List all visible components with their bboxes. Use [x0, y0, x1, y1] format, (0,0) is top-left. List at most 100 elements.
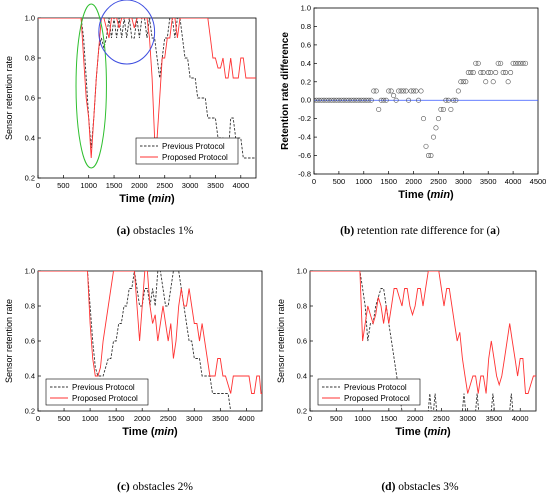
- x-axis-label-unit: min: [430, 189, 450, 201]
- data-point: [520, 60, 526, 66]
- data-point: [450, 97, 456, 103]
- chart-b: 0 500 1000 1500 2000 2500 3000 3500 4000 4500 -0.8…: [280, 4, 547, 202]
- x-tick-label: 4000: [238, 414, 255, 423]
- data-point: [336, 97, 342, 103]
- x-tick-label: 0: [312, 177, 316, 186]
- data-point: [398, 88, 404, 94]
- data-point: [523, 60, 529, 66]
- data-point: [341, 97, 347, 103]
- y-tick-label: 0.2: [25, 174, 35, 183]
- data-point: [510, 60, 516, 66]
- data-point: [383, 97, 389, 103]
- data-point: [316, 97, 322, 103]
- x-tick-label: 3000: [186, 414, 203, 423]
- data-point: [515, 60, 521, 66]
- x-tick-label: 3000: [455, 177, 472, 186]
- chart-c: 0 500 1000 1500 2000 2500 3000 3500 4000 0.2 0.4 0.…: [4, 267, 263, 438]
- data-point: [495, 60, 501, 66]
- x-tick-label: 4500: [530, 177, 547, 186]
- data-point: [416, 97, 422, 103]
- data-point: [353, 97, 359, 103]
- data-point: [363, 97, 369, 103]
- data-point: [318, 97, 324, 103]
- data-point: [483, 79, 489, 85]
- data-point: [488, 70, 494, 76]
- x-tick-label: 500: [57, 181, 70, 190]
- x-axis-label-main: Time (: [398, 189, 431, 201]
- data-point: [321, 97, 327, 103]
- y-tick-label: 0.2: [301, 77, 311, 86]
- x-tick-label: 3500: [486, 414, 503, 423]
- data-point: [453, 97, 459, 103]
- x-tick-label: 3000: [459, 414, 476, 423]
- y-tick-label: 1.0: [25, 267, 35, 276]
- legend-label: Proposed Protocol: [72, 394, 138, 403]
- y-tick-label: 0.6: [301, 40, 311, 49]
- x-tick-label: 1500: [380, 414, 397, 423]
- caption-a: (a) obstacles 1%: [55, 225, 255, 237]
- data-point: [388, 88, 394, 94]
- x-tick-label: 0: [36, 414, 40, 423]
- data-point: [475, 60, 481, 66]
- x-tick-label: 2500: [433, 414, 450, 423]
- annotation-ellipse: [98, 0, 156, 65]
- legend-box: [317, 378, 421, 406]
- y-axis-label: Sensor retention rate: [276, 299, 286, 383]
- x-tick-label: 2000: [405, 177, 422, 186]
- x-axis-label: Time (min): [395, 426, 451, 438]
- data-point: [473, 60, 479, 66]
- data-point: [508, 70, 514, 76]
- data-point: [455, 88, 461, 94]
- data-point: [411, 88, 417, 94]
- data-point: [518, 60, 524, 66]
- x-axis-label-main: Time (: [119, 193, 152, 205]
- annotation-ellipse: [75, 3, 107, 169]
- x-tick-label: 1500: [380, 177, 397, 186]
- y-tick-label: 0.4: [25, 372, 35, 381]
- data-point: [343, 97, 349, 103]
- legend-label: Previous Protocol: [344, 383, 407, 392]
- data-point: [401, 88, 407, 94]
- x-tick-label: 4000: [505, 177, 522, 186]
- y-tick-label: 1.0: [25, 14, 35, 23]
- caption-b-ref: a: [490, 225, 497, 237]
- data-point: [470, 70, 476, 76]
- x-tick-label: 4000: [512, 414, 529, 423]
- y-tick-label: 0.8: [25, 54, 35, 63]
- data-point: [376, 106, 382, 112]
- x-tick-label: 0: [308, 414, 312, 423]
- data-point: [346, 97, 352, 103]
- data-point: [366, 97, 372, 103]
- data-point: [498, 60, 504, 66]
- caption-a-label: (a): [116, 225, 131, 237]
- data-point: [333, 97, 339, 103]
- data-point: [396, 88, 402, 94]
- y-tick-label: 0.6: [297, 337, 307, 346]
- data-point: [503, 70, 509, 76]
- x-axis-label-main: Time (: [122, 426, 155, 438]
- x-axis-label: Time (min): [398, 189, 454, 201]
- x-tick-label: 2500: [430, 177, 447, 186]
- series-line-proposed-protocol: [38, 271, 262, 394]
- data-point: [381, 97, 387, 103]
- data-point: [406, 97, 412, 103]
- y-tick-label: 0.0: [301, 96, 311, 105]
- data-point: [465, 70, 471, 76]
- x-axis-label: Time (min): [119, 193, 175, 205]
- x-axis-label-close: ): [171, 193, 175, 205]
- data-point: [460, 79, 466, 85]
- data-point: [393, 97, 399, 103]
- x-tick-label: 0: [36, 181, 40, 190]
- caption-b-label: (b): [340, 225, 355, 237]
- x-tick-label: 1000: [82, 414, 99, 423]
- y-tick-label: 0.2: [25, 407, 35, 416]
- plot-area: [38, 271, 262, 411]
- x-tick-label: 1500: [108, 414, 125, 423]
- data-point: [351, 97, 357, 103]
- data-point: [386, 88, 392, 94]
- x-tick-label: 1000: [354, 414, 371, 423]
- data-point: [314, 97, 317, 103]
- x-tick-label: 3500: [480, 177, 497, 186]
- y-tick-label: 0.4: [301, 59, 311, 68]
- y-tick-label: 0.2: [297, 407, 307, 416]
